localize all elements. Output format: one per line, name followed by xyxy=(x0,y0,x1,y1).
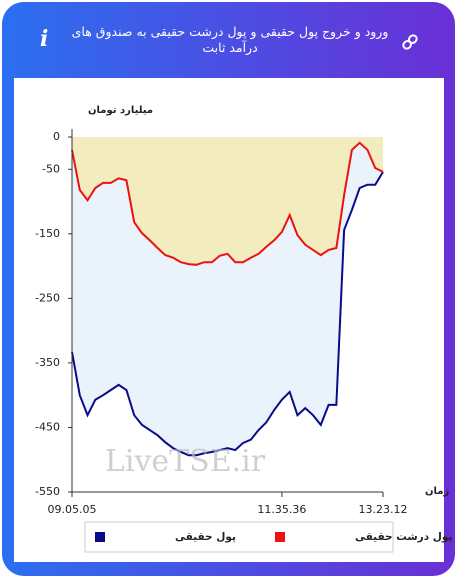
watermark: LiveTSE.ir xyxy=(105,444,266,479)
legend-label: پول درشت حقیقی xyxy=(355,531,452,543)
area xyxy=(72,137,383,265)
legend-label: پول حقیقی xyxy=(175,531,236,543)
y-axis-label: میلیارد تومان xyxy=(88,105,153,116)
legend-swatch xyxy=(95,532,105,542)
info-icon[interactable]: i xyxy=(40,26,49,52)
link-icon[interactable] xyxy=(402,34,418,50)
y-tick-label: -450 xyxy=(35,420,60,433)
line xyxy=(71,141,384,266)
x-tick-label: 09.05.05 xyxy=(48,503,97,516)
line xyxy=(71,171,384,457)
y-tick-label: -250 xyxy=(35,291,60,304)
y-tick-label: -550 xyxy=(35,485,60,498)
chart-title: ورود و خروج پول حقیقی و پول درشت حقیقی ب… xyxy=(71,24,389,55)
y-tick-label: -150 xyxy=(35,227,60,240)
x-tick-label: 11.35.36 xyxy=(257,503,306,516)
y-tick-label: -350 xyxy=(35,356,60,369)
y-tick-label: 0 xyxy=(53,130,60,143)
legend-swatch xyxy=(275,532,285,542)
x-tick-label: 13.23.12 xyxy=(359,503,408,516)
x-axis-label: زمان xyxy=(425,486,449,497)
y-tick-label: -50 xyxy=(42,162,60,175)
legend-box xyxy=(84,521,394,553)
